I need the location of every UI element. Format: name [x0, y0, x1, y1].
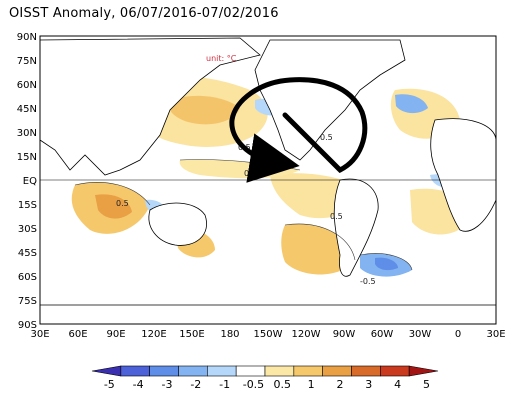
colorbar-label: 5	[423, 378, 430, 391]
colorbar-swatch	[120, 365, 150, 377]
contour-label: 0.5	[244, 169, 257, 178]
colorbar-label: -5	[104, 378, 115, 391]
contour-line	[74, 182, 151, 206]
lon-tick-label: 150E	[179, 329, 204, 340]
south-america-landmass	[333, 178, 379, 277]
anomaly-fields	[40, 37, 496, 324]
contour-label: 0.5	[330, 212, 343, 221]
colorbar-swatch	[235, 365, 266, 377]
contour-label: 0.5	[320, 133, 333, 142]
colorbar-swatch	[264, 365, 295, 377]
latitude-axis: 90N 75N 60N 45N 30N 15N EQ 15S 30S 45S 6…	[17, 32, 37, 331]
map-frame	[39, 35, 497, 325]
contour-label: -0.5	[360, 277, 376, 286]
continents	[40, 37, 496, 324]
colorbar-label: -2	[190, 378, 201, 391]
lon-tick-label: 30E	[486, 329, 505, 340]
contour-label: 0.5	[116, 199, 129, 208]
contour-line	[359, 253, 413, 271]
lon-tick-label: 0	[455, 329, 461, 340]
colorbar-swatch	[380, 365, 410, 377]
lon-tick-label: 150W	[254, 329, 283, 340]
colorbar-swatch	[293, 365, 323, 377]
colorbar-label: -4	[133, 378, 144, 391]
colorbar-label: -3	[161, 378, 172, 391]
colorbar-swatch	[351, 365, 381, 377]
colorbar-label: -1	[219, 378, 230, 391]
lon-tick-label: 90E	[106, 329, 125, 340]
lat-tick-label: 75N	[17, 56, 37, 67]
lat-tick-label: 60S	[18, 272, 37, 283]
lat-tick-label: 30S	[18, 224, 37, 235]
lon-tick-label: 120E	[141, 329, 166, 340]
lon-tick-label: 60E	[68, 329, 87, 340]
colorbar-swatch	[322, 365, 352, 377]
eurasia-landmass	[40, 37, 261, 176]
circulation-arrow	[229, 77, 368, 183]
colorbar-swatch	[207, 365, 237, 377]
lon-tick-label: 60W	[371, 329, 394, 340]
lon-tick-label: 30W	[409, 329, 432, 340]
lat-tick-label: 90N	[17, 32, 37, 43]
africa-landmass	[430, 118, 496, 232]
lat-tick-label: 45S	[18, 248, 37, 259]
warm-patch-indian-core	[95, 194, 132, 219]
lat-tick-label: 15S	[18, 200, 37, 211]
lon-tick-label: 180	[220, 329, 239, 340]
colorbar-swatch	[91, 365, 122, 377]
lat-tick-label: 90S	[18, 320, 37, 331]
lat-tick-label: 15N	[17, 152, 37, 163]
colorbar-label: 2	[336, 378, 343, 391]
colorbar-swatch	[149, 365, 179, 377]
lat-tick-label: 30N	[17, 128, 37, 139]
unit-label: unit: °C	[206, 54, 237, 63]
lon-tick-label: 120W	[292, 329, 321, 340]
lon-tick-label: 90W	[333, 329, 356, 340]
lat-tick-label: 75S	[18, 296, 37, 307]
australia-landmass	[148, 202, 207, 246]
lon-tick-label: 30E	[30, 329, 49, 340]
lat-tick-label: 45N	[17, 104, 37, 115]
lat-tick-label: EQ	[23, 176, 37, 187]
map-title: OISST Anomaly, 06/07/2016-07/02/2016	[9, 6, 279, 21]
colorbar-label: 4	[394, 378, 401, 391]
north-america-landmass	[254, 39, 406, 161]
colorbar-label: 1	[308, 378, 315, 391]
warm-patch-north-pacific-core	[168, 95, 240, 125]
colorbar-swatch	[408, 365, 439, 377]
longitude-axis: 30E 60E 90E 120E 150E 180 150W 120W 90W …	[30, 329, 505, 340]
colorbar-label: 0.5	[274, 378, 292, 391]
colorbar-label: 3	[365, 378, 372, 391]
lat-tick-label: 60N	[17, 80, 37, 91]
cool-patch-north-atlantic	[395, 94, 428, 114]
cool-patch-southern-ocean-core	[375, 257, 398, 271]
contour-line	[284, 223, 356, 261]
colorbar-swatch	[178, 365, 208, 377]
colorbar-label: -0.5	[243, 378, 264, 391]
antarctica-landmass	[40, 304, 496, 324]
colorbar: -5 -4 -3 -2 -1 -0.5 0.5 1 2 3 4 5	[91, 365, 439, 391]
